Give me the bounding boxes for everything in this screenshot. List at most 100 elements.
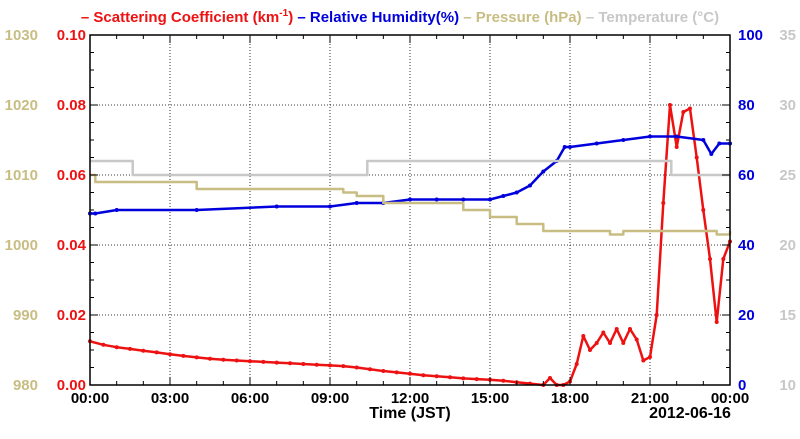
relative-humidity-point — [717, 141, 722, 146]
relative-humidity-point — [194, 208, 199, 212]
legend-entry: Temperature (°C) — [598, 9, 719, 26]
temperature-tick-label: 25 — [779, 167, 796, 184]
scattering-coefficient-point — [701, 208, 706, 212]
scattering-coefficient-point — [574, 362, 579, 366]
legend-dash: – — [582, 9, 599, 26]
scattering-coefficient-point — [614, 327, 619, 331]
scattering-coefficient-point — [588, 348, 592, 352]
scattering-coefficient-point — [594, 341, 599, 345]
scattering-coefficient-point — [328, 363, 332, 368]
scattering-coefficient-point — [434, 374, 439, 379]
scattering-coefficient-point — [288, 361, 292, 366]
scattering-coefficient-point — [634, 337, 639, 342]
relative-humidity-point — [621, 138, 626, 142]
x-tick-label: 12:00 — [391, 390, 429, 407]
relative-humidity-point — [461, 197, 466, 202]
temperature-tick-label: 30 — [779, 97, 796, 114]
relative-humidity-point — [274, 204, 279, 209]
temperature-tick-label: 10 — [779, 377, 796, 394]
scattering-coefficient-point — [154, 350, 159, 355]
x-tick-label: 21:00 — [631, 390, 669, 407]
relative-humidity-point — [514, 190, 519, 195]
x-tick-label: 15:00 — [471, 390, 509, 407]
humidity-tick-label: 20 — [738, 307, 755, 324]
pressure-series-line — [90, 173, 732, 236]
scattering-coefficient-point — [548, 376, 552, 380]
scattering-coefficient-point — [668, 103, 672, 107]
scattering-coefficient-point — [621, 341, 626, 345]
legend-dash: – — [81, 9, 94, 26]
humidity-tick-label: 80 — [738, 97, 755, 114]
scattering-coefficient-point — [381, 369, 386, 373]
temperature-tick-label: 15 — [779, 307, 796, 324]
scattering-coefficient-point — [421, 373, 426, 378]
scattering-coefficient-point — [408, 371, 412, 376]
scattering-coefficient-point — [628, 327, 632, 331]
scattering-coefficient-point — [248, 359, 252, 364]
legend-entry: Pressure (hPa) — [476, 9, 582, 26]
scattering-coefficient-point — [194, 355, 199, 360]
relative-humidity-point — [434, 197, 439, 202]
legend: – Scattering Coefficient (km-1) – Relati… — [81, 8, 719, 26]
scattering-coefficient-point — [694, 155, 699, 160]
relative-humidity-point — [354, 201, 359, 205]
x-tick-label: 18:00 — [551, 390, 589, 407]
scattering-coefficient-point — [301, 362, 306, 366]
legend-entry-suffix: ) — [288, 9, 293, 26]
legend-superscript: -1 — [279, 8, 288, 19]
pressure-tick-label: 1000 — [5, 237, 38, 254]
relative-humidity-point — [648, 134, 652, 139]
scattering-tick-label: 0.02 — [57, 307, 86, 324]
relative-humidity-point — [674, 134, 679, 139]
scattering-coefficient-point — [208, 356, 212, 361]
scattering-coefficient-point — [461, 376, 466, 381]
scattering-coefficient-point — [641, 358, 646, 363]
scattering-coefficient-point — [608, 341, 612, 345]
scattering-coefficient-point — [721, 257, 726, 261]
x-tick-label: 00:00 — [711, 390, 749, 407]
relative-humidity-point — [541, 169, 546, 174]
scattering-coefficient-point — [128, 346, 132, 351]
scattering-coefficient-point — [474, 377, 479, 382]
pressure-tick-label: 980 — [13, 377, 38, 394]
scattering-coefficient-point — [341, 364, 346, 369]
x-tick-label: 00:00 — [71, 390, 109, 407]
date-label: 2012-06-16 — [649, 405, 731, 422]
scattering-coefficient-point — [674, 145, 679, 149]
scattering-tick-label: 0.04 — [57, 237, 87, 254]
temperature-series-line — [90, 159, 730, 177]
humidity-tick-label: 0 — [738, 377, 746, 394]
temperature-tick-label: 20 — [779, 237, 796, 254]
scattering-coefficient-point — [681, 110, 686, 114]
temperature-tick-label: 35 — [779, 27, 796, 44]
scattering-coefficient-point — [274, 360, 279, 365]
scattering-coefficient-point — [654, 313, 659, 317]
relative-humidity-point — [114, 208, 119, 212]
relative-humidity-point — [93, 211, 98, 216]
relative-humidity-point — [709, 152, 714, 156]
scattering-coefficient-point — [648, 355, 652, 359]
relative-humidity-point — [701, 138, 706, 142]
humidity-tick-label: 100 — [738, 27, 763, 44]
relative-humidity-point — [408, 197, 412, 202]
relative-humidity-point — [528, 183, 532, 188]
scattering-tick-label: 0.00 — [57, 377, 86, 394]
scattering-coefficient-point — [234, 358, 239, 363]
pressure-tick-label: 1020 — [5, 97, 38, 114]
plot-series — [88, 103, 732, 387]
legend-entry: Relative Humidity(%) — [310, 9, 459, 26]
scattering-coefficient-point — [448, 375, 452, 380]
pressure-tick-label: 1030 — [5, 27, 38, 44]
legend-dash: – — [293, 9, 310, 26]
scattering-coefficient-point — [581, 334, 586, 338]
scattering-coefficient-point — [168, 352, 172, 357]
scattering-coefficient-point — [221, 357, 226, 362]
legend-entry: Scattering Coefficient (km — [93, 9, 279, 26]
relative-humidity-point — [562, 145, 567, 149]
scattering-coefficient-point — [661, 201, 666, 205]
scattering-tick-label: 0.08 — [57, 97, 86, 114]
scattering-coefficient-point — [261, 359, 266, 364]
